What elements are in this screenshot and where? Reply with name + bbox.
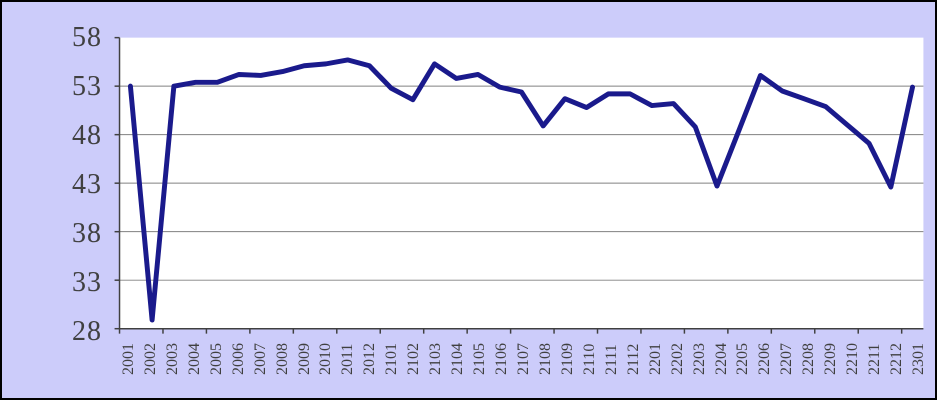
x-axis-label: 2105 <box>471 343 489 375</box>
y-axis-label: 58 <box>72 22 102 53</box>
x-axis-label: 2205 <box>734 343 752 375</box>
x-axis-label: 2206 <box>756 343 774 375</box>
y-axis-label: 43 <box>72 169 102 200</box>
data-line <box>127 57 915 323</box>
y-axis-label: 48 <box>72 120 102 151</box>
x-axis-label: 2108 <box>536 343 554 375</box>
x-axis-label: 2212 <box>888 343 906 375</box>
y-axis-label: 53 <box>72 71 102 102</box>
x-axis-label: 2202 <box>668 343 686 375</box>
x-axis-label: 2210 <box>844 343 862 375</box>
x-axis-label: 2008 <box>273 343 291 375</box>
x-axis-label: 2111 <box>602 344 620 375</box>
x-axis-label: 2110 <box>580 343 598 375</box>
x-axis-label: 2207 <box>778 343 796 375</box>
x-axis-label: 2011 <box>339 343 357 375</box>
x-axis-label: 2112 <box>624 343 642 375</box>
x-axis-label: 2201 <box>646 343 664 375</box>
x-axis-label: 2106 <box>493 343 511 375</box>
x-axis-label: 2301 <box>910 343 928 375</box>
x-axis-label: 2009 <box>295 343 313 375</box>
x-axis-label: 2104 <box>449 343 467 375</box>
x-axis-label: 2003 <box>163 343 181 375</box>
x-axis-label: 2001 <box>119 343 137 375</box>
y-axis-label: 28 <box>72 316 102 347</box>
x-axis-label: 2107 <box>515 343 532 375</box>
y-axis-label: 33 <box>72 267 102 298</box>
x-axis-label: 2010 <box>317 343 335 375</box>
x-axis-label: 2102 <box>405 343 423 375</box>
x-axis-label: 2012 <box>361 343 379 375</box>
x-axis-label: 2002 <box>141 343 159 375</box>
x-axis-label: 2209 <box>822 343 840 375</box>
x-axis-label: 2211 <box>866 343 884 375</box>
x-axis-label: 2203 <box>690 343 708 375</box>
x-axis-label: 2204 <box>712 343 730 375</box>
x-axis-label: 2007 <box>251 343 269 375</box>
x-axis-label: 2101 <box>383 343 401 375</box>
x-axis-label: 2109 <box>558 343 576 375</box>
x-axis-label: 2005 <box>207 343 225 375</box>
x-axis-label: 2103 <box>427 343 445 375</box>
x-axis-label: 2006 <box>229 343 247 375</box>
y-axis-label: 38 <box>72 218 102 249</box>
x-axis-label: 2004 <box>185 343 203 375</box>
x-axis-label: 2208 <box>800 343 818 375</box>
